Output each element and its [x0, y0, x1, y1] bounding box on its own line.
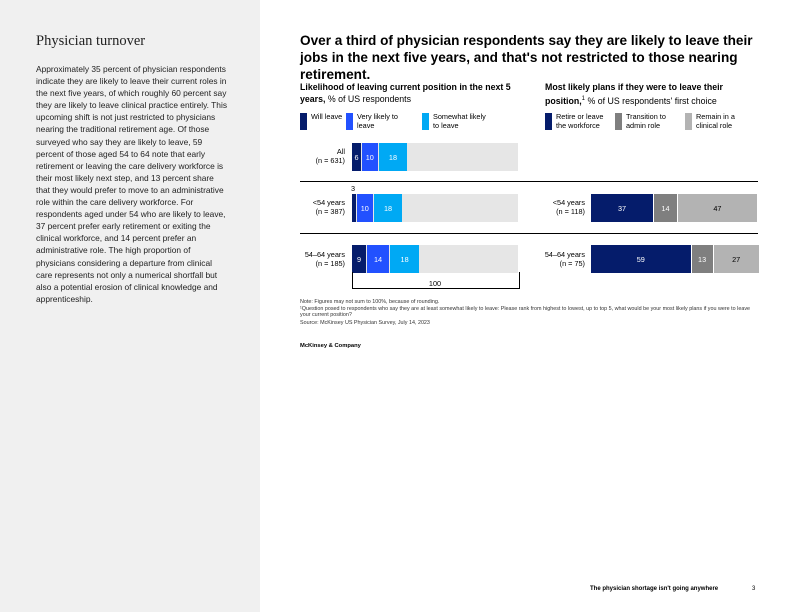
legend-swatch — [615, 113, 622, 130]
footer-title: The physician shortage isn't going anywh… — [590, 586, 719, 592]
bar-segment: 18 — [378, 143, 408, 171]
outside-data-label: 3 — [351, 184, 356, 193]
bar-track: 6 10 18 — [352, 143, 518, 171]
right-subtitle-rest: % of US respondents' first choice — [585, 95, 717, 106]
chart-headline: Over a third of physician respondents sa… — [300, 33, 753, 82]
legend-swatch — [545, 113, 552, 130]
row-label-all: All (n = 631) — [315, 147, 345, 165]
bar-segment: 10 — [356, 194, 373, 222]
note-source: Source: McKinsey US Physician Survey, Ju… — [300, 320, 430, 326]
right-subtitle-sup: 1 — [581, 96, 585, 102]
bar-track: 10 18 — [352, 194, 518, 222]
sidebar-title: Physician turnover — [36, 33, 146, 49]
row-divider — [300, 181, 758, 182]
sidebar-panel: Physician turnover Approximately 35 perc… — [0, 0, 260, 612]
brand-logo-text: McKinsey & Company — [300, 343, 361, 349]
note-line-2: ¹Question posed to respondents who say t… — [300, 306, 751, 319]
legend-swatch — [422, 113, 429, 130]
legend-label: Very likely to leave — [357, 112, 398, 130]
legend-very-likely: Very likely to leave — [346, 112, 406, 130]
legend-swatch — [300, 113, 307, 130]
right-subtitle-bold: Most likely plans if they were to leave … — [545, 82, 723, 106]
legend-admin: Transition to admin role — [615, 112, 675, 130]
note-line-1: Note: Figures may not sum to 100%, becau… — [300, 299, 440, 305]
bar-segment — [352, 194, 356, 222]
legend-retire: Retire or leave the workforce — [545, 112, 613, 130]
bar-segment: 37 — [591, 194, 654, 222]
bar-segment: 18 — [390, 245, 420, 273]
bar-segment: 9 — [352, 245, 366, 273]
row-label-54-64: 54–64 years (n = 185) — [304, 250, 345, 268]
left-subtitle-bold: Likelihood of leaving current position i… — [300, 82, 511, 104]
bar-track: 9 14 18 — [352, 245, 518, 273]
bar-segment: 47 — [677, 194, 757, 222]
left-chart-subtitle: Likelihood of leaving current position i… — [300, 81, 530, 105]
total-bracket — [352, 272, 520, 289]
row-divider — [300, 233, 758, 234]
legend-swatch — [685, 113, 692, 130]
legend-label: Transition to admin role — [626, 112, 666, 130]
bar-segment: 6 — [352, 143, 361, 171]
bar-track: 37 14 47 — [591, 194, 758, 222]
legend-label: Will leave — [311, 112, 343, 121]
legend-will-leave: Will leave — [300, 112, 348, 130]
bar-segment: 18 — [373, 194, 403, 222]
bar-segment: 27 — [713, 245, 759, 273]
bar-segment: 14 — [654, 194, 677, 222]
bar-segment: 10 — [361, 143, 378, 171]
bar-segment: 59 — [591, 245, 691, 273]
row-label-right-54-64: 54–64 years (n = 75) — [544, 250, 585, 268]
row-label-under54: <54 years (n = 387) — [312, 198, 345, 216]
page-number: 3 — [752, 586, 756, 592]
legend-label: Retire or leave the workforce — [556, 112, 604, 130]
legend-clinical: Remain in a clinical role — [685, 112, 755, 130]
total-label: 100 — [428, 279, 442, 288]
legend-label: Somewhat likely to leave — [433, 112, 486, 130]
sidebar-body: Approximately 35 percent of physician re… — [36, 64, 228, 304]
row-label-right-under54: <54 years (n = 118) — [552, 198, 585, 216]
legend-label: Remain in a clinical role — [696, 112, 735, 130]
legend-swatch — [346, 113, 353, 130]
left-subtitle-rest: % of US respondents — [325, 94, 412, 104]
right-chart-subtitle: Most likely plans if they were to leave … — [545, 81, 765, 107]
bar-track: 59 13 27 — [591, 245, 759, 273]
legend-somewhat-likely: Somewhat likely to leave — [422, 112, 488, 130]
bar-segment: 13 — [691, 245, 713, 273]
bar-segment: 14 — [366, 245, 390, 273]
